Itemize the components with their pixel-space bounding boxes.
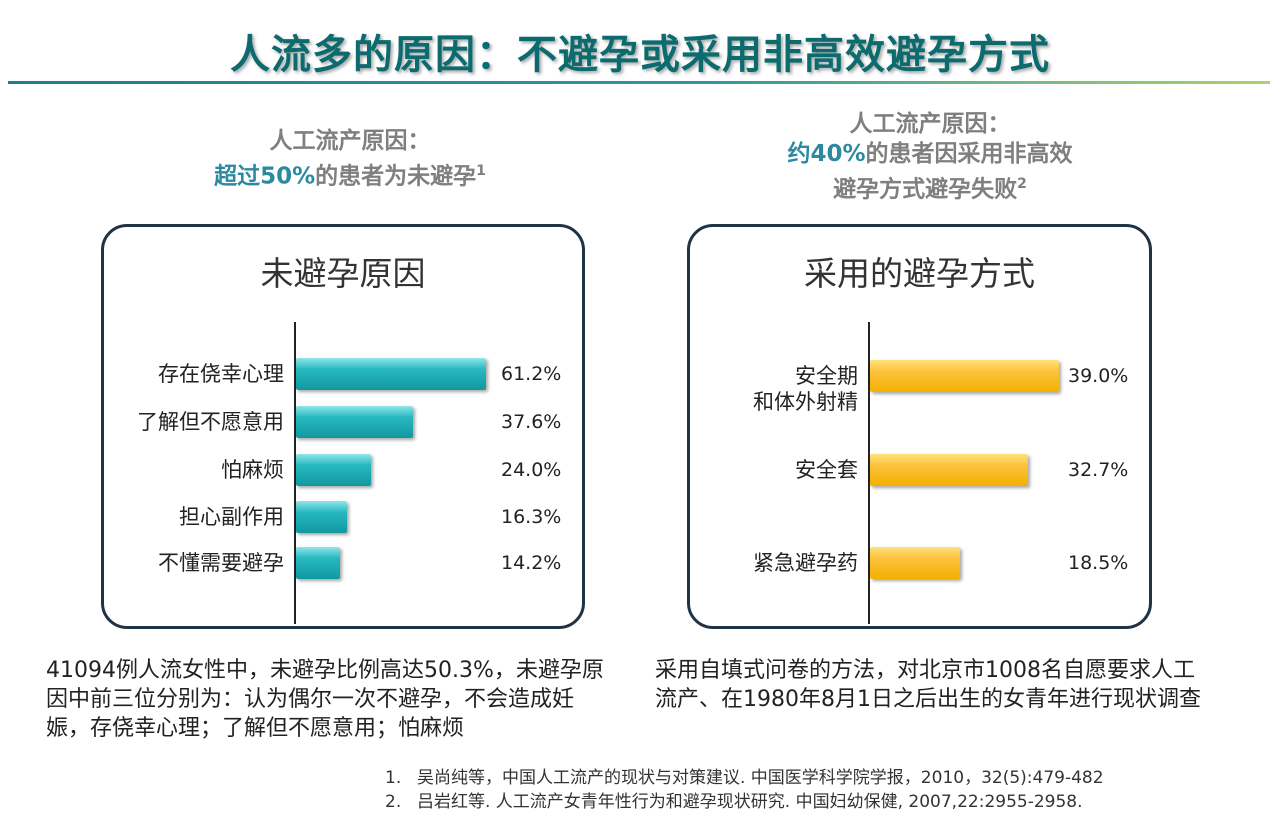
left-note: 41094例人流女性中，未避孕比例高达50.3%，未避孕原因中前三位分别为：认为… bbox=[46, 658, 604, 741]
references: 1. 吴尚纯等，中国人工流产的现状与对策建议. 中国医学科学院学报，2010，32… bbox=[385, 766, 1104, 814]
chart-panel-no-contraception: 未避孕原因 存在侥幸心理 61.2% 了解但不愿意用 37.6% 怕麻烦 24.0% 担心副… bbox=[101, 224, 585, 629]
bar-value-label: 24.0% bbox=[501, 459, 562, 481]
bar-category-label-line: 不懂需要避孕 bbox=[158, 551, 284, 575]
right-subheading-line1: 人工流产原因： bbox=[849, 111, 1011, 137]
bar-category-label: 安全套 bbox=[694, 457, 858, 483]
left-subheading-highlight: 超过50% bbox=[214, 163, 316, 190]
right-subheading: 人工流产原因： 约40%的患者因采用非高效 避孕方式避孕失败2 bbox=[700, 109, 1160, 205]
bar-category-label: 不懂需要避孕 bbox=[108, 550, 284, 576]
page-title: 人流多的原因：不避孕或采用非高效避孕方式 bbox=[230, 32, 1050, 78]
bar-category-label: 安全期 和体外射精 bbox=[694, 363, 858, 415]
bar-value-label: 61.2% bbox=[501, 363, 562, 385]
bar bbox=[870, 454, 1029, 486]
bar-value-label: 14.2% bbox=[501, 552, 562, 574]
title-divider bbox=[8, 81, 1270, 84]
reference-item: 2. 吕岩红等. 人工流产女青年性行为和避孕现状研究. 中国妇幼保健, 2007,… bbox=[385, 790, 1104, 814]
reference-item: 1. 吴尚纯等，中国人工流产的现状与对策建议. 中国医学科学院学报，2010，32… bbox=[385, 766, 1104, 790]
bar-category-label: 紧急避孕药 bbox=[694, 550, 858, 576]
bar bbox=[870, 360, 1059, 392]
bar-category-label-line: 和体外射精 bbox=[753, 390, 858, 414]
bar bbox=[296, 547, 341, 579]
bar-category-label-line: 怕麻烦 bbox=[221, 458, 284, 482]
right-footnote-marker: 2 bbox=[1017, 176, 1027, 192]
bar-category-label-line: 存在侥幸心理 bbox=[158, 362, 284, 386]
right-subheading-line2: 约40%的患者因采用非高效 bbox=[700, 139, 1160, 169]
left-subheading: 人工流产原因： 超过50%的患者为未避孕1 bbox=[120, 126, 580, 192]
right-subheading-highlight: 约40% bbox=[787, 141, 866, 167]
right-subheading-rest: 的患者因采用非高效 bbox=[865, 141, 1073, 167]
bar-category-label-line: 紧急避孕药 bbox=[753, 551, 858, 575]
bar-category-label-line: 担心副作用 bbox=[179, 505, 284, 529]
bar-category-label: 怕麻烦 bbox=[108, 457, 284, 483]
chart-panel-contraception-methods: 采用的避孕方式 安全期 和体外射精 39.0% 安全套 32.7% 紧急避孕药 18.5% bbox=[687, 224, 1152, 629]
bar-value-label: 39.0% bbox=[1068, 365, 1129, 387]
chart-axis bbox=[868, 322, 870, 624]
bar bbox=[296, 358, 486, 390]
bar-value-label: 16.3% bbox=[501, 506, 562, 528]
bar-value-label: 37.6% bbox=[501, 411, 562, 433]
left-subheading-line1: 人工流产原因： bbox=[269, 128, 431, 154]
chart-axis bbox=[294, 322, 296, 624]
reference-number: 2. bbox=[385, 792, 402, 812]
bar-category-label: 存在侥幸心理 bbox=[108, 361, 284, 387]
reference-text: 吴尚纯等，中国人工流产的现状与对策建议. 中国医学科学院学报，2010，32(5… bbox=[417, 768, 1104, 788]
bar-category-label: 了解但不愿意用 bbox=[108, 409, 284, 435]
bar-value-label: 18.5% bbox=[1068, 552, 1129, 574]
reference-text: 吕岩红等. 人工流产女青年性行为和避孕现状研究. 中国妇幼保健, 2007,22… bbox=[417, 792, 1083, 812]
right-subheading-line3: 避孕方式避孕失败2 bbox=[700, 169, 1160, 205]
right-subheading-line3-text: 避孕方式避孕失败 bbox=[833, 176, 1018, 203]
right-note: 采用自填式问卷的方法，对北京市1008名自愿要求人工流产、在1980年8月1日之… bbox=[655, 658, 1201, 712]
bar-value-label: 32.7% bbox=[1068, 459, 1129, 481]
bar bbox=[296, 406, 413, 438]
bar-category-label-line: 安全套 bbox=[795, 458, 858, 482]
chart-title: 采用的避孕方式 bbox=[804, 254, 1035, 293]
left-subheading-rest: 的患者为未避孕 bbox=[315, 163, 477, 190]
bar-category-label-line: 安全期 bbox=[795, 364, 858, 388]
bar bbox=[870, 547, 960, 579]
bar bbox=[296, 501, 347, 533]
reference-number: 1. bbox=[385, 768, 402, 788]
bar bbox=[296, 454, 371, 486]
bar-category-label-line: 了解但不愿意用 bbox=[137, 410, 284, 434]
chart-title: 未避孕原因 bbox=[260, 254, 426, 293]
left-subheading-line2: 超过50%的患者为未避孕1 bbox=[120, 156, 580, 192]
left-footnote-marker: 1 bbox=[476, 163, 486, 179]
bar-category-label: 担心副作用 bbox=[108, 504, 284, 530]
